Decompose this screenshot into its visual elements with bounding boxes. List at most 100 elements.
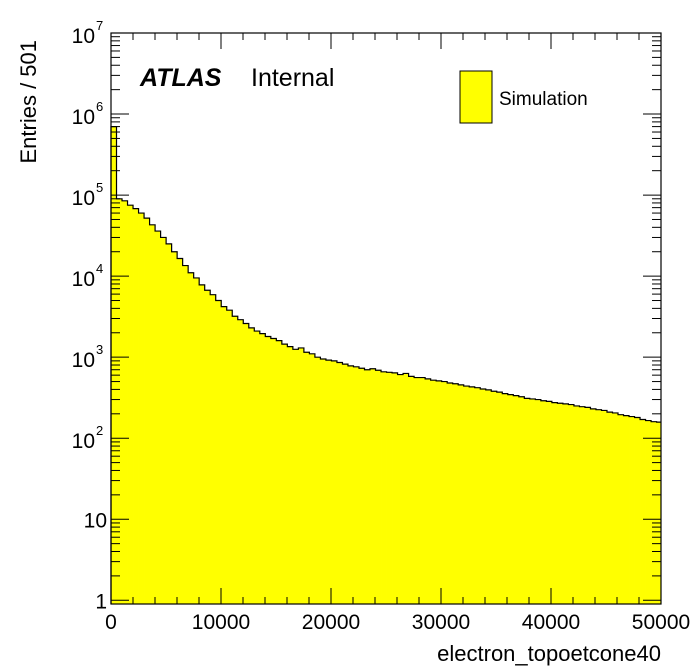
histogram-bin (452, 383, 459, 604)
histogram-outline (110, 125, 661, 604)
histogram-bin (651, 421, 657, 604)
histogram-bin (221, 306, 228, 604)
histogram-bin (287, 346, 294, 604)
legend-entry-label: Simulation (499, 89, 588, 110)
histogram-bin (584, 407, 591, 604)
histogram-bin (562, 403, 569, 604)
histogram-bin (502, 393, 509, 604)
histogram-bin (188, 272, 195, 604)
histogram-bin (281, 344, 288, 604)
histogram-bin (540, 400, 547, 604)
histogram-bin (204, 290, 211, 604)
histogram-bin (425, 378, 432, 604)
histogram-bin (215, 300, 222, 604)
histogram-bars (110, 125, 662, 605)
x-axis-title: electron_topoetcone40 (437, 641, 661, 666)
histogram-bin (342, 364, 349, 604)
histogram-bin (430, 380, 437, 604)
histogram-bin (336, 362, 343, 604)
y-tick-label: 10 (84, 509, 107, 532)
histogram-bin (640, 419, 646, 604)
histogram-bin (364, 369, 371, 604)
histogram-bin (546, 401, 553, 604)
histogram-bin (193, 277, 200, 604)
y-tick-exponent: 3 (96, 342, 103, 357)
y-tick-exponent: 4 (96, 261, 103, 276)
histogram-bin (144, 218, 150, 604)
histogram-bin (590, 408, 597, 604)
histogram-bin (496, 392, 503, 604)
histogram-bin (491, 391, 498, 604)
y-tick-label: 10 (72, 430, 95, 453)
histogram-bin (573, 405, 580, 604)
histogram-bin (259, 333, 266, 604)
x-tick-label: 30000 (412, 611, 470, 634)
histogram-bin (138, 213, 145, 604)
histogram-bin (397, 374, 404, 604)
legend-swatch (459, 70, 493, 124)
histogram-bin (116, 198, 123, 604)
histogram-bin (370, 368, 376, 604)
histogram-bin (331, 360, 338, 604)
histogram-bin (441, 381, 448, 604)
histogram-bin (270, 338, 277, 604)
x-tick-label: 40000 (522, 611, 580, 634)
histogram-bin (524, 398, 531, 604)
histogram-bin (166, 243, 173, 604)
histogram-bin (248, 327, 255, 604)
histogram-bin (292, 349, 299, 604)
histogram-bin (386, 372, 393, 604)
histogram-bin (177, 258, 184, 604)
y-tick-exponent: 6 (96, 99, 103, 114)
atlas-label: ATLAS (139, 64, 222, 92)
y-axis-title: Entries / 501 (16, 40, 41, 164)
histogram-bin (160, 237, 167, 605)
histogram-bin (122, 200, 128, 605)
y-tick-label: 10 (72, 187, 95, 210)
histogram-bin (458, 384, 465, 604)
y-tick-label: 10 (72, 349, 95, 372)
histogram-bin (265, 336, 272, 604)
histogram-bin (149, 224, 156, 604)
histogram-bin (634, 417, 641, 604)
histogram-bin (469, 386, 476, 604)
histogram-bin (595, 409, 602, 604)
histogram-bin (447, 382, 454, 604)
x-tick-label: 0 (105, 611, 117, 634)
histogram-bin (127, 205, 134, 604)
histogram-bin (480, 388, 487, 604)
histogram-bin (518, 396, 525, 604)
histogram-bin (232, 316, 239, 604)
histogram-bin (309, 353, 316, 604)
histogram-bin (358, 368, 365, 604)
histogram-bin (645, 420, 652, 604)
histogram-bin (601, 410, 608, 604)
histogram-bin (579, 406, 586, 604)
histogram-bin (347, 365, 354, 604)
y-tick-exponent: 5 (96, 180, 103, 195)
x-tick-label: 20000 (302, 611, 360, 634)
histogram-bin (381, 371, 387, 604)
histogram-bin (629, 416, 635, 604)
x-tick-label: 50000 (632, 611, 690, 634)
histogram-bin (474, 387, 481, 604)
histogram-bin (529, 398, 536, 604)
histogram-bin (606, 412, 613, 604)
histogram-bin (485, 389, 492, 604)
histogram-bin (199, 284, 206, 604)
y-tick-exponent: 7 (96, 18, 103, 33)
histogram-bin (551, 402, 558, 604)
histogram-bin (254, 331, 261, 604)
histogram-bin (507, 394, 514, 604)
histogram-bin (568, 404, 575, 604)
x-tick-label: 10000 (192, 611, 250, 634)
histogram-bin (419, 377, 426, 604)
histogram-bin (325, 360, 332, 604)
histogram-bin (133, 208, 139, 604)
histogram-bin (353, 366, 360, 604)
histogram-bin (171, 251, 178, 604)
histogram-bin (375, 370, 382, 604)
histogram-bin (414, 377, 421, 604)
